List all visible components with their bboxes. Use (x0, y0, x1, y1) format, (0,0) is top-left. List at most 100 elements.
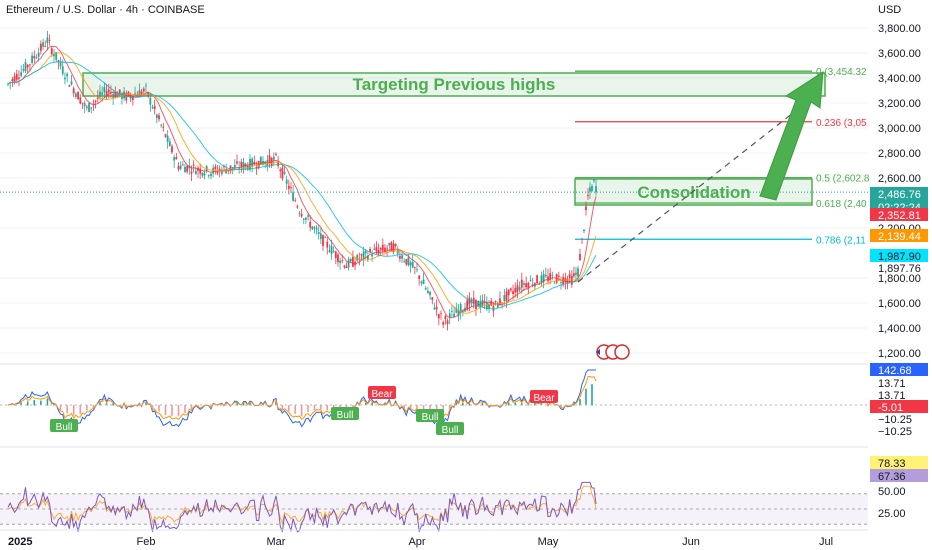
price-label: 1,987.90 (878, 251, 921, 263)
x-tick-label: Jun (682, 536, 700, 548)
candle-body (92, 103, 95, 105)
candle-body (158, 115, 160, 120)
rsi-tick: 25.00 (878, 508, 906, 520)
price-labels: 2,486.7602:22:242,352.812,139.441,987.90… (870, 187, 928, 275)
candle-body (11, 79, 14, 82)
x-tick-label: Feb (137, 536, 156, 548)
candle-body (364, 250, 367, 254)
macd-histogram-bar (145, 402, 147, 406)
candle-body (587, 195, 589, 196)
price-label: 2,486.76 (878, 189, 921, 201)
candle-body (459, 304, 462, 313)
candle-body (347, 259, 350, 268)
macd-histogram-bar (468, 403, 471, 406)
fib-label: 0.618 (2,40 (816, 199, 867, 210)
y-tick-label: 1,200.00 (878, 348, 921, 360)
macd-histogram-bar (164, 405, 167, 416)
candle-body (272, 156, 275, 160)
candle-body (294, 200, 297, 202)
candle-body (405, 259, 408, 265)
candle-body (339, 260, 341, 263)
candle-body (455, 307, 458, 313)
price-label: 1,897.76 (878, 263, 921, 275)
candle-body (270, 157, 273, 166)
candle-body (390, 241, 393, 251)
candle-body (512, 291, 514, 295)
candle-body (529, 279, 532, 282)
candle-body (114, 91, 117, 98)
candle-body (503, 294, 506, 301)
candle-body (334, 251, 337, 258)
candle-body (409, 262, 412, 266)
time-axis[interactable]: 2025 Feb Mar Apr May Jun Jul (0, 529, 868, 548)
candle-body (317, 231, 320, 234)
rsi-ma-line (7, 485, 597, 526)
candle-body (194, 170, 197, 175)
fib-levels: 0 (3,454.32 0.236 (3,05 0.5 (2,602.8 0.618 … (575, 67, 870, 246)
macd-histogram-bar (138, 404, 141, 406)
candle-body (328, 250, 331, 252)
x-tick-label: 2025 (8, 536, 32, 548)
candle-body (279, 169, 282, 172)
candle-body (399, 256, 401, 259)
macd-histogram-bar (573, 403, 575, 406)
candle-body (42, 42, 44, 47)
candle-body (33, 56, 36, 59)
macd-histogram-bar (448, 405, 451, 409)
flag-icons[interactable] (596, 344, 630, 360)
candle-body (431, 297, 434, 300)
macd-histogram-bar (481, 403, 484, 406)
candle-body (162, 126, 165, 128)
candle-body (175, 156, 178, 160)
candle-body (18, 77, 20, 79)
candle-body (70, 81, 73, 85)
candle-body (345, 266, 348, 269)
macd-histogram-bar (190, 405, 193, 410)
candle-body (24, 62, 27, 72)
candle-body (514, 288, 517, 293)
candle-body (68, 85, 71, 87)
candle-body (240, 161, 243, 167)
y-tick-label: 3,800.00 (878, 23, 921, 35)
candle-body (55, 52, 58, 60)
candle-body (231, 167, 234, 169)
candle-body (433, 307, 436, 310)
candle-body (444, 315, 447, 319)
candle-body (416, 269, 418, 271)
candle-body (453, 313, 456, 317)
candle-body (322, 235, 324, 247)
macd-label: −10.25 (878, 426, 912, 438)
macd-label-bg (870, 363, 928, 376)
candle-body (544, 274, 547, 277)
price-axis[interactable]: 3,800.00 3,600.00 3,400.00 3,200.00 3,000.00… (878, 23, 921, 360)
x-tick-label: Apr (408, 536, 425, 548)
candle-body (424, 287, 427, 290)
candle-body (366, 255, 369, 260)
macd-histogram-bar (112, 403, 114, 406)
candle-body (305, 217, 307, 220)
y-tick-label: 1,800.00 (878, 273, 921, 285)
candle-body (553, 282, 556, 284)
projection-dashed-line (577, 97, 813, 283)
candle-body (140, 91, 143, 95)
macd-histogram-bar (79, 405, 82, 415)
candle-body (422, 279, 425, 285)
moving-average-line (7, 45, 597, 319)
candle-body (401, 255, 403, 259)
candle-body (20, 72, 23, 77)
candle-body (229, 165, 232, 171)
candle-body (583, 229, 585, 232)
candle-body (66, 73, 69, 77)
macd-histogram-bar (462, 403, 464, 406)
candle-body (379, 247, 382, 250)
candle-body (485, 301, 488, 310)
candle-body (483, 300, 486, 302)
candle-body (13, 76, 16, 83)
macd-histogram-bar (20, 402, 22, 406)
candle-body (575, 272, 577, 275)
projection-arrow (759, 71, 824, 201)
candle-body (29, 64, 31, 66)
macd-histogram-bar (46, 398, 49, 406)
signal-line (7, 375, 597, 421)
